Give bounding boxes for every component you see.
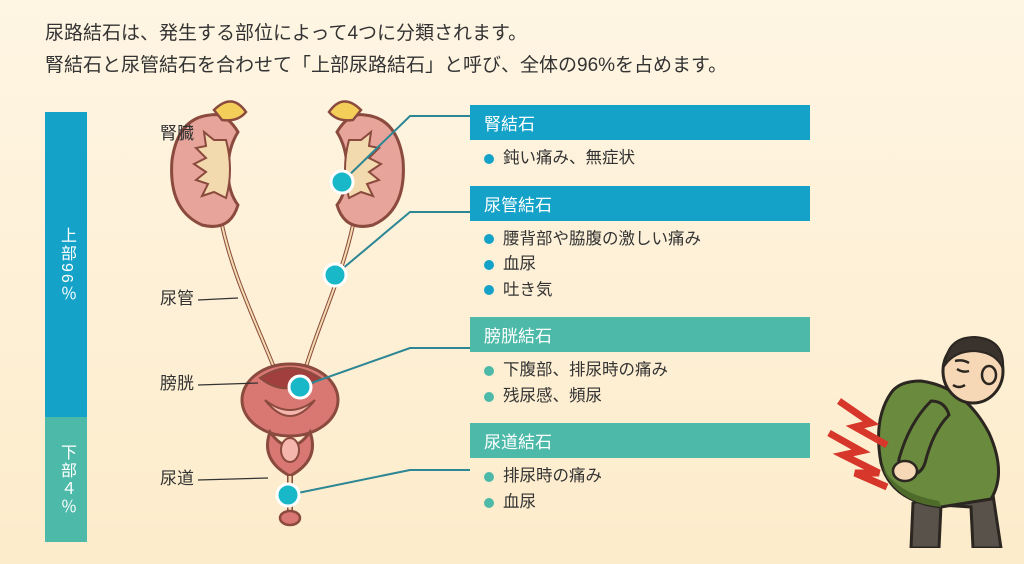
percentage-bar: 上部96％下部４％	[45, 112, 87, 542]
info-block-body: 排尿時の痛み血尿	[470, 458, 810, 519]
symptom-bullet: 排尿時の痛み	[484, 464, 800, 490]
info-block-title: 尿道結石	[470, 423, 810, 458]
symptom-info-blocks: 腎結石鈍い痛み、無症状尿管結石腰背部や脇腹の激しい痛み血尿吐き気膀胱結石下腹部、…	[470, 105, 810, 530]
info-block: 尿管結石腰背部や脇腹の激しい痛み血尿吐き気	[470, 186, 810, 308]
intro-line-2: 腎結石と尿管結石を合わせて「上部尿路結石」と呼び、全体の96%を占めます。	[45, 50, 727, 82]
info-block-body: 鈍い痛み、無症状	[470, 140, 810, 176]
symptom-bullet: 腰背部や脇腹の激しい痛み	[484, 227, 800, 253]
intro-line-1: 尿路結石は、発生する部位によって4つに分類されます。	[45, 18, 727, 50]
symptom-text: 下腹部、排尿時の痛み	[503, 358, 668, 384]
bullet-icon	[484, 392, 494, 402]
label-kidney: 腎臓	[160, 124, 194, 143]
bullet-icon	[484, 234, 494, 244]
info-block: 腎結石鈍い痛み、無症状	[470, 105, 810, 176]
bullet-icon	[484, 498, 494, 508]
info-block-title: 尿管結石	[470, 186, 810, 221]
info-block: 膀胱結石下腹部、排尿時の痛み残尿感、頻尿	[470, 317, 810, 413]
symptom-text: 排尿時の痛み	[503, 464, 602, 490]
info-block-title: 腎結石	[470, 105, 810, 140]
symptom-text: 残尿感、頻尿	[503, 384, 602, 410]
symptom-text: 鈍い痛み、無症状	[503, 146, 635, 172]
info-block: 尿道結石排尿時の痛み血尿	[470, 423, 810, 519]
info-block-title: 膀胱結石	[470, 317, 810, 352]
symptom-text: 血尿	[503, 490, 536, 516]
upper-segment: 上部96％	[45, 112, 87, 417]
back-pain-illustration	[821, 323, 1016, 548]
bullet-icon	[484, 154, 494, 164]
urinary-system-diagram: 腎臓尿管膀胱尿道	[110, 100, 430, 550]
info-block-body: 下腹部、排尿時の痛み残尿感、頻尿	[470, 352, 810, 413]
bullet-icon	[484, 472, 494, 482]
symptom-bullet: 下腹部、排尿時の痛み	[484, 358, 800, 384]
symptom-text: 吐き気	[503, 278, 553, 304]
person-svg	[821, 323, 1016, 548]
symptom-text: 血尿	[503, 252, 536, 278]
bullet-icon	[484, 285, 494, 295]
symptom-bullet: 残尿感、頻尿	[484, 384, 800, 410]
symptom-bullet: 吐き気	[484, 278, 800, 304]
label-bladder: 膀胱	[160, 374, 194, 393]
lower-segment: 下部４％	[45, 417, 87, 542]
symptom-bullet: 血尿	[484, 252, 800, 278]
label-urethra: 尿道	[160, 469, 194, 488]
anatomy-svg: 腎臓尿管膀胱尿道	[110, 100, 470, 550]
bullet-icon	[484, 260, 494, 270]
label-ureter: 尿管	[160, 289, 194, 308]
info-block-body: 腰背部や脇腹の激しい痛み血尿吐き気	[470, 221, 810, 308]
bullet-icon	[484, 366, 494, 376]
symptom-bullet: 血尿	[484, 490, 800, 516]
symptom-bullet: 鈍い痛み、無症状	[484, 146, 800, 172]
symptom-text: 腰背部や脇腹の激しい痛み	[503, 227, 701, 253]
intro-text: 尿路結石は、発生する部位によって4つに分類されます。 腎結石と尿管結石を合わせて…	[45, 18, 727, 83]
